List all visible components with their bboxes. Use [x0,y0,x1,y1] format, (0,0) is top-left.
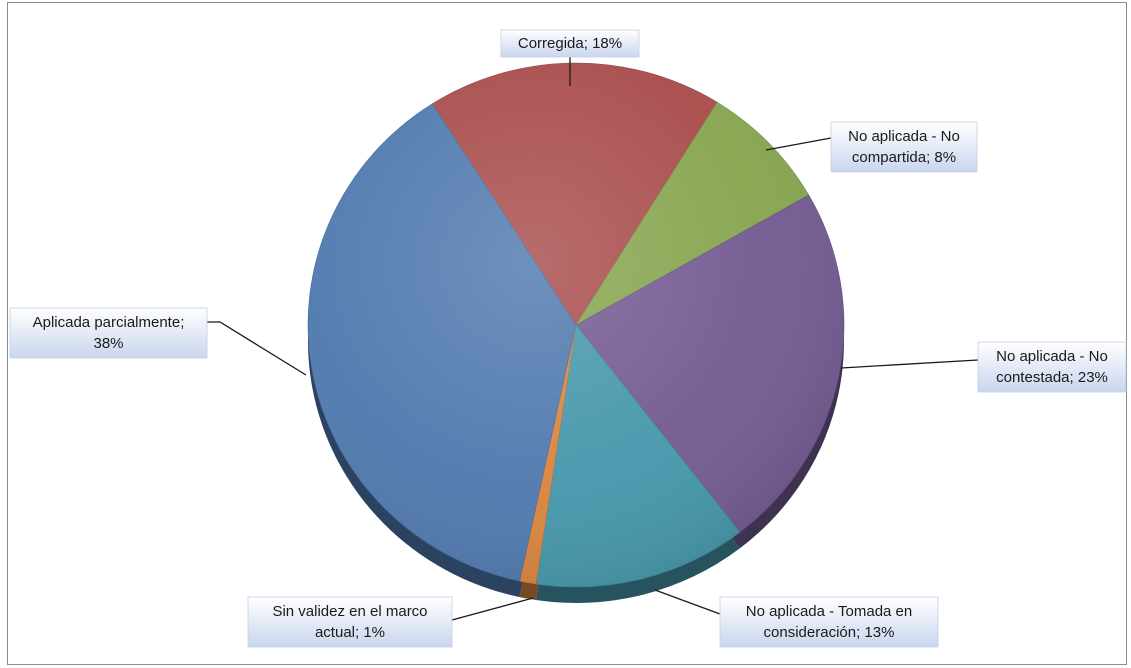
pie-slices [307,62,845,588]
data-label: No aplicada - No compartida; 8% [830,121,978,173]
data-label-text: consideración; 13% [764,624,895,641]
leader-line [207,321,307,376]
data-label: No aplicada - No contestada; 23% [977,341,1127,393]
data-label-text: No aplicada - No [996,348,1108,365]
data-label-text: Sin validez en el marco [272,603,427,620]
data-label-text: actual; 1% [315,624,385,641]
leader-line [840,359,979,369]
data-label-box [9,307,208,359]
data-label-text: compartida; 8% [852,149,956,166]
data-label-box [500,29,640,58]
data-label: Aplicada parcialmente; 38% [9,307,208,359]
leader-line [765,137,832,151]
data-label-text: contestada; 23% [996,369,1108,386]
data-label-text: Aplicada parcialmente; [33,314,185,331]
data-label-box [719,596,939,648]
leader-lines [207,57,979,621]
data-label: Corregida; 18% [500,29,640,58]
leader-line [654,589,721,615]
data-label-text: Corregida; 18% [518,35,622,52]
data-label: Sin validez en el marco actual; 1% [247,596,453,648]
data-label: No aplicada - Tomada en consideración; 13… [719,596,939,648]
data-label-text: 38% [93,335,123,352]
data-label-text: No aplicada - Tomada en [746,603,913,620]
data-labels: Corregida; 18% No aplicada - No compartida… [9,29,1127,648]
leader-line [451,597,534,621]
data-label-box [247,596,453,648]
data-label-box [830,121,978,173]
data-label-box [977,341,1127,393]
data-label-text: No aplicada - No [848,128,960,145]
